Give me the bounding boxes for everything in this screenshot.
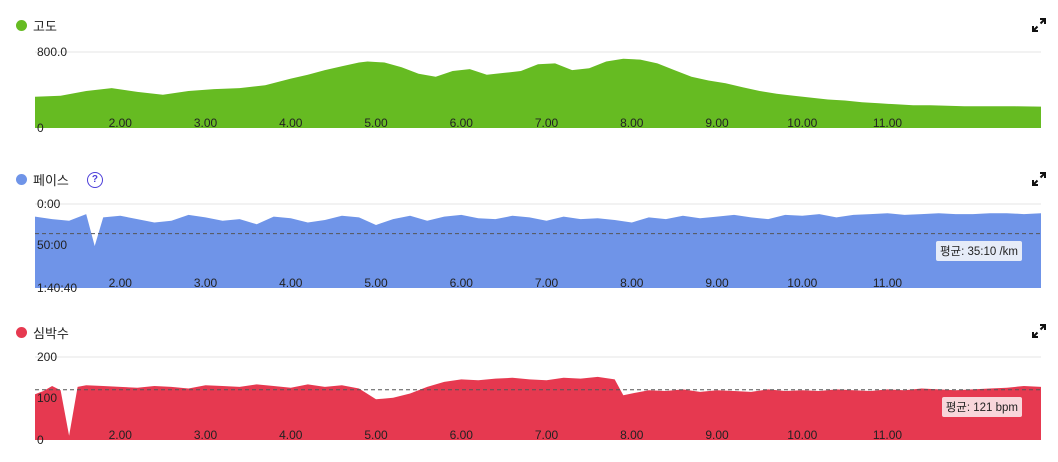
x-tick-label: 11.00 [873,428,902,442]
x-tick-label: 2.00 [109,116,133,130]
x-tick-label: 8.00 [620,116,644,130]
help-icon[interactable]: ? [86,171,103,188]
x-tick-label: 4.00 [279,428,303,442]
x-tick-label: 11.00 [873,276,902,290]
x-tick-label: 9.00 [705,116,729,130]
y-tick-label: 200 [37,350,57,364]
heart-rate-panel: 심박수 200 100 0 2.00 3.00 4.00 5.00 6.00 7.00 8.00 9… [0,312,1058,462]
series-area [35,376,1041,440]
pace-panel: 페이스 ? 0:00 50:00 1:40:40 2.00 3.00 4.00 5.00 6.… [0,160,1058,300]
y-tick-label: 50:00 [37,238,67,252]
expand-icon[interactable] [1032,18,1046,32]
altitude-chart: 800.0 0 2.00 3.00 4.00 5.00 6.00 7.00 8.00 9.00 10… [35,45,1041,135]
x-tick-label: 9.00 [705,428,729,442]
x-tick-label: 3.00 [194,116,218,130]
expand-icon[interactable] [1032,172,1046,186]
y-tick-label: 1:40:40 [37,281,77,295]
x-tick-label: 4.00 [279,276,303,290]
x-tick-label: 2.00 [109,428,133,442]
pace-header: 페이스 ? [16,170,103,189]
heart-rate-title: 심박수 [33,326,69,341]
x-tick-label: 8.00 [620,428,644,442]
x-tick-label: 6.00 [450,276,474,290]
x-tick-label: 7.00 [535,276,559,290]
series-area [35,58,1041,129]
x-tick-label: 11.00 [873,116,902,130]
x-tick-label: 2.00 [109,276,133,290]
x-tick-label: 10.00 [787,276,817,290]
heart-rate-header: 심박수 [16,323,69,342]
y-tick-label: 100 [37,391,57,405]
pace-title: 페이스 [33,173,69,188]
x-tick-label: 6.00 [450,116,474,130]
legend-dot-icon [16,20,27,31]
x-tick-label: 3.00 [194,428,218,442]
heart-rate-chart: 200 100 0 2.00 3.00 4.00 5.00 6.00 7.00 8.00 9.00 1… [35,350,1041,447]
x-tick-label: 3.00 [194,276,218,290]
x-tick-label: 6.00 [450,428,474,442]
x-tick-label: 8.00 [620,276,644,290]
x-tick-label: 9.00 [705,276,729,290]
series-area [35,213,1041,288]
y-tick-label: 800.0 [37,45,67,59]
altitude-panel: 고도 800.0 0 2.00 3.00 4.00 5.00 6.00 7.00 8.00 9.0… [0,0,1058,140]
legend-dot-icon [16,174,27,185]
altitude-title: 고도 [33,19,57,34]
heart-rate-average-label: 평균: 121 bpm [941,397,1022,417]
x-tick-label: 10.00 [787,428,817,442]
legend-dot-icon [16,327,27,338]
x-tick-label: 7.00 [535,116,559,130]
x-tick-label: 5.00 [364,116,388,130]
y-tick-label: 0 [37,433,44,447]
x-tick-label: 5.00 [364,276,388,290]
x-tick-label: 5.00 [364,428,388,442]
altitude-header: 고도 [16,16,57,35]
y-tick-label: 0:00 [37,197,61,211]
pace-chart: 0:00 50:00 1:40:40 2.00 3.00 4.00 5.00 6.00 7.00… [35,197,1041,295]
x-tick-label: 4.00 [279,116,303,130]
x-tick-label: 7.00 [535,428,559,442]
x-tick-label: 10.00 [787,116,817,130]
pace-average-label: 평균: 35:10 /km [935,241,1022,261]
expand-icon[interactable] [1032,324,1046,338]
y-tick-label: 0 [37,121,44,135]
